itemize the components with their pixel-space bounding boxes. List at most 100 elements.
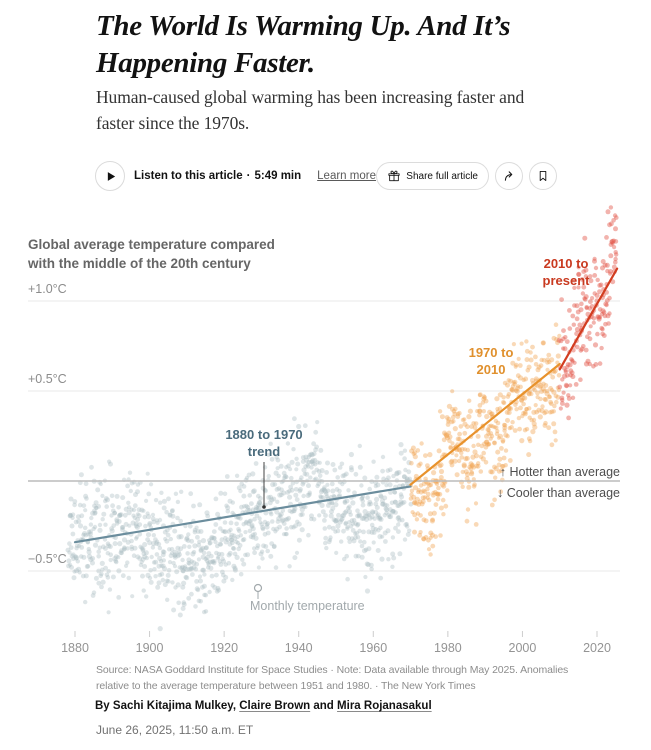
monthly-temperature-dot [356,553,361,559]
monthly-temperature-dot [600,259,606,264]
monthly-temperature-dot [280,517,286,523]
monthly-temperature-dot [241,493,247,499]
monthly-temperature-dot [371,459,376,464]
learn-more-link[interactable]: Learn more [317,170,376,182]
monthly-temperature-dot [323,489,329,495]
monthly-temperature-dot [390,551,396,557]
monthly-temperature-dot [172,564,178,569]
monthly-temperature-dot [73,519,79,525]
monthly-temperature-dot [71,556,76,562]
monthly-temperature-dot [353,535,358,540]
monthly-temperature-dot [315,460,320,465]
monthly-temperature-dot [174,569,180,575]
monthly-temperature-dot [297,488,303,494]
bookmark-button[interactable] [529,162,557,190]
monthly-temperature-dot [543,409,549,415]
monthly-temperature-dot [218,490,224,496]
monthly-temperature-dot [359,496,365,502]
monthly-temperature-dot [202,592,207,598]
monthly-temperature-dot [340,513,345,519]
monthly-temperature-dot [134,535,139,540]
monthly-temperature-dot [90,560,95,566]
monthly-temperature-dot [75,559,81,564]
monthly-temperature-dot [454,453,459,458]
monthly-temperature-dot [494,425,499,430]
monthly-temperature-dot [353,531,358,536]
monthly-temperature-dot [532,424,538,430]
monthly-temperature-dot [234,554,240,561]
monthly-temperature-dot [172,553,178,558]
monthly-temperature-dot [92,542,99,548]
monthly-temperature-dot [569,357,574,362]
monthly-temperature-dot [234,521,239,527]
monthly-temperature-dot [267,500,273,506]
monthly-temperature-dot [415,448,421,453]
monthly-temperature-dot [418,483,424,488]
trend-label: 1970 to [469,345,514,360]
monthly-temperature-dot [441,512,446,517]
monthly-temperature-dot [434,481,440,487]
monthly-temperature-dot [229,540,235,546]
monthly-temperature-dot [158,559,164,564]
monthly-temperature-dot [157,545,163,551]
monthly-temperature-dot [380,498,385,504]
monthly-temperature-dot [603,301,609,307]
monthly-temperature-dot [289,475,294,481]
monthly-temperature-dot [514,385,520,391]
monthly-temperature-dot [212,559,217,564]
monthly-temperature-dot [203,545,209,551]
monthly-temperature-dot [178,534,184,540]
monthly-temperature-dot [333,518,339,524]
monthly-temperature-dot [499,468,505,473]
monthly-temperature-dot [92,503,97,509]
monthly-temperature-dot [513,364,518,369]
monthly-temperature-dot [534,409,540,415]
monthly-temperature-dot [225,505,231,511]
share-full-article-button[interactable]: Share full article [376,162,489,190]
monthly-temperature-dot [126,500,131,505]
monthly-temperature-dot [367,499,373,505]
monthly-temperature-dot [250,532,256,538]
monthly-temperature-dot [228,527,233,532]
monthly-temperature-dot [269,512,274,517]
monthly-temperature-dot [505,382,510,388]
monthly-temperature-dot [226,529,232,534]
monthly-temperature-dot [492,440,497,446]
x-tick-label: 2020 [583,641,611,655]
monthly-temperature-dot [155,520,160,525]
monthly-temperature-dot [446,403,452,409]
monthly-temperature-dot [368,562,374,568]
author-link-mira-rojanasakul[interactable]: Mira Rojanasakul [337,700,432,712]
monthly-temperature-dot [385,528,391,534]
monthly-temperature-dot [204,558,210,564]
monthly-temperature-dot [187,561,192,566]
play-button[interactable] [95,161,125,191]
author-link-claire-brown[interactable]: Claire Brown [239,700,311,712]
monthly-temperature-dot [109,513,114,518]
monthly-temperature-dot [296,521,302,527]
monthly-temperature-dot [574,331,579,337]
monthly-temperature-dot [520,395,526,401]
monthly-temperature-dot [530,377,535,383]
trend-label: 2010 to [544,256,589,271]
monthly-temperature-dot [332,467,338,473]
monthly-temperature-dot [234,473,240,478]
page-title: The World Is Warming Up. And It’s Happen… [96,8,511,82]
monthly-temperature-dot [77,502,83,508]
monthly-temperature-dot [103,565,108,571]
monthly-temperature-dot [118,512,124,518]
share-arrow-button[interactable] [495,162,523,190]
monthly-temperature-dot [260,524,266,531]
monthly-temperature-dot [188,566,194,572]
listen-label-group: Listen to this article · 5:49 min [134,170,301,182]
monthly-temperature-dot [483,444,489,450]
monthly-temperature-dot [397,551,403,557]
monthly-temperature-dot [119,525,125,530]
monthly-temperature-dot [343,520,348,526]
monthly-temperature-dot [467,398,472,403]
monthly-temperature-dot [302,423,308,429]
monthly-temperature-dot [614,215,619,220]
share-button-group: Share full article [376,162,557,190]
monthly-temperature-dot [225,509,231,514]
monthly-temperature-dot [357,528,362,534]
